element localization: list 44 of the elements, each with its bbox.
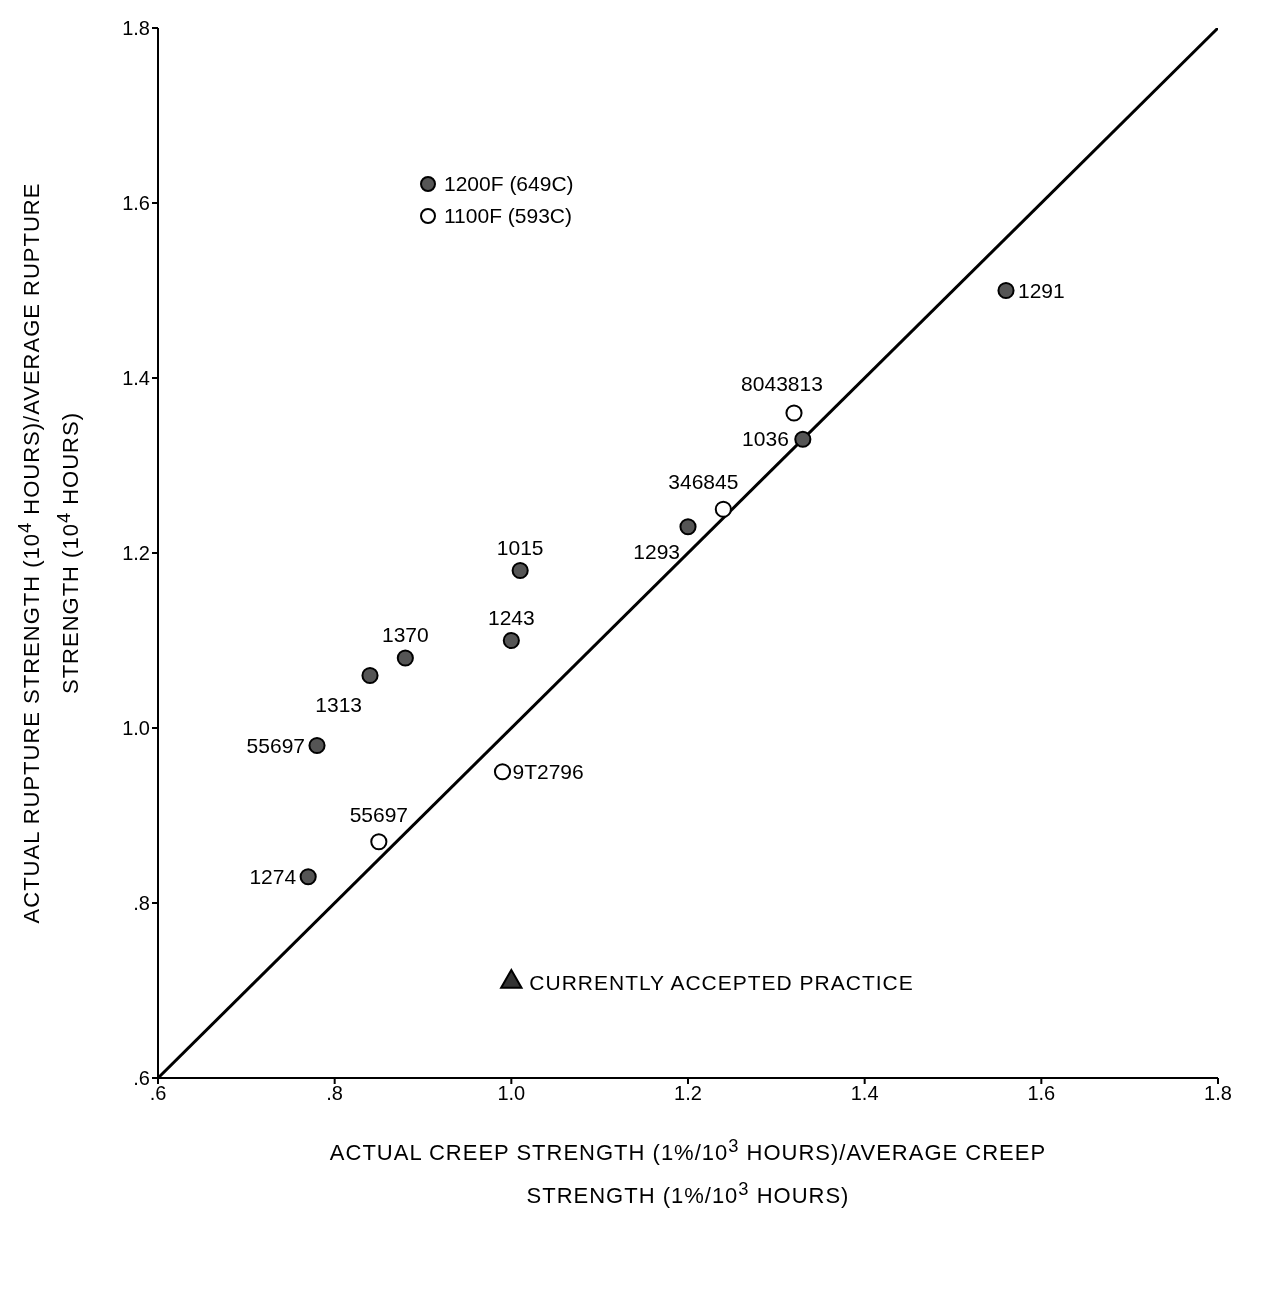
point <box>785 404 803 422</box>
annotation: 8043813 <box>741 372 823 395</box>
annotation: 55697 <box>246 733 305 757</box>
legend-label: 1100F (593C) <box>444 204 573 227</box>
annotation: 1313 <box>315 692 362 716</box>
point <box>714 500 732 518</box>
annotation: 1291 <box>1018 278 1065 302</box>
x-axis-title: ACTUAL CREEP STRENGTH (1%/10$^{3}$ HOURS)/AVERAGE CREEP STRENGTH (1%/10$^{3}$ HOURS) <box>328 1134 1048 1211</box>
y-tick-label: 1.2 <box>122 542 150 565</box>
point <box>511 561 529 580</box>
x-tick-label: 1.6 <box>1027 1082 1056 1105</box>
point <box>308 736 326 755</box>
point <box>493 763 512 781</box>
annotation: 346845 <box>668 470 739 494</box>
y-tick-label: .6 <box>133 1067 150 1090</box>
y-tick-label: 1.4 <box>122 367 150 390</box>
y-tick-label: 1.6 <box>122 192 150 215</box>
legend-label: 1200F (649C) <box>444 172 574 195</box>
x-tick-label: 1.2 <box>674 1082 702 1105</box>
point <box>396 649 414 667</box>
annotation: 1015 <box>496 535 544 559</box>
annotation: 55697 <box>349 802 409 826</box>
point <box>679 518 697 536</box>
x-tick-label: 1.0 <box>497 1082 526 1105</box>
annotation: 1274 <box>249 864 297 888</box>
annotation: 1370 <box>381 623 429 646</box>
annotation: 1243 <box>487 605 535 629</box>
y-tick-label: 1.0 <box>122 717 150 740</box>
point <box>502 631 520 650</box>
x-tick-label: 1.4 <box>850 1082 879 1105</box>
x-tick-label: .6 <box>149 1082 167 1105</box>
annotation: 1293 <box>633 539 680 563</box>
annotation: 9T2796 <box>512 759 584 783</box>
x-tick-label: .8 <box>326 1082 344 1105</box>
point <box>361 666 379 685</box>
point <box>299 868 317 886</box>
point <box>997 281 1015 300</box>
y-tick-label: .8 <box>133 892 150 915</box>
annotation: 1036 <box>742 427 789 451</box>
y-tick-label: 1.8 <box>122 17 150 40</box>
point <box>370 833 388 851</box>
series-label: CURRENTLY ACCEPTED PRACTICE <box>529 970 914 994</box>
x-tick-label: 1.8 <box>1204 1082 1232 1105</box>
point <box>794 430 812 448</box>
